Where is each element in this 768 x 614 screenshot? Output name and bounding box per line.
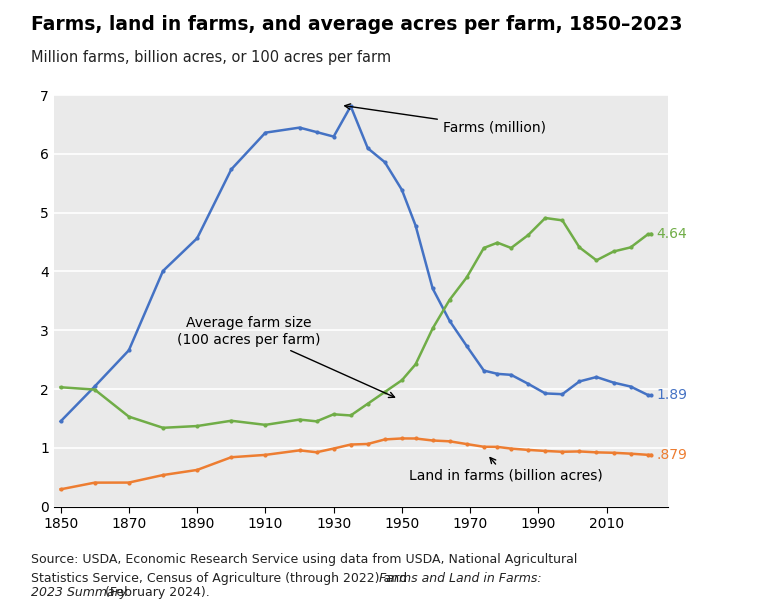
Text: Source: USDA, Economic Research Service using data from USDA, National Agricultu: Source: USDA, Economic Research Service … bbox=[31, 553, 577, 565]
Text: Farms, land in farms, and average acres per farm, 1850–2023: Farms, land in farms, and average acres … bbox=[31, 15, 682, 34]
Text: Farms and Land in Farms:: Farms and Land in Farms: bbox=[379, 572, 542, 585]
Text: .879: .879 bbox=[656, 448, 687, 462]
Text: Million farms, billion acres, or 100 acres per farm: Million farms, billion acres, or 100 acr… bbox=[31, 50, 391, 65]
Text: Statistics Service, Census of Agriculture (through 2022) and: Statistics Service, Census of Agricultur… bbox=[31, 572, 411, 585]
Text: 2023 Summary: 2023 Summary bbox=[31, 586, 127, 599]
Text: 4.64: 4.64 bbox=[656, 227, 687, 241]
Text: Land in farms (billion acres): Land in farms (billion acres) bbox=[409, 457, 603, 483]
Text: (February 2024).: (February 2024). bbox=[101, 586, 210, 599]
Text: Farms (million): Farms (million) bbox=[345, 104, 546, 134]
Text: 1.89: 1.89 bbox=[656, 389, 687, 403]
Text: Average farm size
(100 acres per farm): Average farm size (100 acres per farm) bbox=[177, 316, 395, 397]
